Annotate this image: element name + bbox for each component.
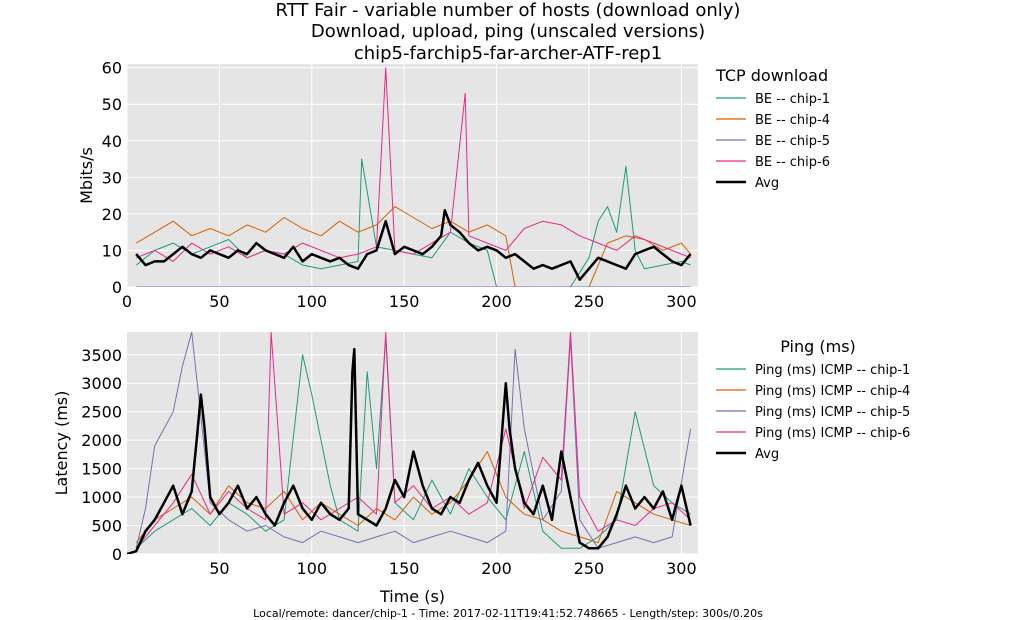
series-group xyxy=(135,67,692,287)
x-tick-label: 200 xyxy=(481,292,512,311)
legend-label: Ping (ms) ICMP -- chip-4 xyxy=(755,384,910,399)
ping-panel: 50 100 150 200 250 30005001000150020002500300… xyxy=(52,332,910,606)
x-tick-label: 150 xyxy=(389,559,420,578)
x-tick-label: 250 xyxy=(574,292,605,311)
y-tick-label: 0 xyxy=(112,278,122,297)
x-tick-label: 50 xyxy=(209,559,229,578)
x-tick-label: 100 xyxy=(297,559,328,578)
y-tick-label: 50 xyxy=(102,95,122,114)
x-tick-label: 300 xyxy=(666,559,697,578)
legend: Ping (ms) Ping (ms) ICMP -- chip-1 Ping (m… xyxy=(716,337,910,462)
series-line-1 xyxy=(135,451,691,544)
x-tick-label: 200 xyxy=(481,559,512,578)
legend-title: TCP download xyxy=(715,66,828,85)
legend-label: Ping (ms) ICMP -- chip-1 xyxy=(755,363,910,378)
y-tick-label: 1500 xyxy=(81,460,122,479)
y-tick-label: 500 xyxy=(91,517,122,536)
legend-label: BE -- chip-6 xyxy=(755,155,830,170)
y-axis-label: Latency (ms) xyxy=(52,391,71,496)
y-tick-label: 1000 xyxy=(81,488,122,507)
y-tick-label: 0 xyxy=(112,545,122,564)
legend-label: BE -- chip-1 xyxy=(755,92,830,107)
download-panel: 0 50 100 150 200 250 300 0 10 20 30 40 50 60 Mbits/s TC… xyxy=(77,59,830,311)
plot-area xyxy=(127,332,698,554)
x-tick-label: 50 xyxy=(209,292,229,311)
legend-label: Ping (ms) ICMP -- chip-6 xyxy=(755,426,910,441)
y-tick-label: 60 xyxy=(102,59,122,78)
y-tick-label: 20 xyxy=(102,205,122,224)
legend-label: Avg xyxy=(755,176,779,191)
y-tick-label: 3500 xyxy=(81,346,122,365)
chart-footer: Local/remote: dancer/chip-1 - Time: 2017… xyxy=(253,607,763,620)
x-tick-label: 300 xyxy=(666,292,697,311)
x-tick-label: 100 xyxy=(297,292,328,311)
x-axis-label: Time (s) xyxy=(379,587,445,606)
y-tick-label: 2000 xyxy=(81,431,122,450)
legend-title: Ping (ms) xyxy=(780,337,856,356)
legend-label: Ping (ms) ICMP -- chip-5 xyxy=(755,405,910,420)
y-tick-label: 40 xyxy=(102,132,122,151)
legend-label: BE -- chip-4 xyxy=(755,113,830,128)
legend-label: BE -- chip-5 xyxy=(755,134,830,149)
y-tick-label: 3000 xyxy=(81,374,122,393)
chart-title-line-1: RTT Fair - variable number of hosts (dow… xyxy=(276,0,741,21)
series-line-0 xyxy=(135,158,691,287)
legend: TCP download BE -- chip-1 BE -- chip-4 BE -… xyxy=(715,66,830,191)
x-tick-label: 250 xyxy=(574,559,605,578)
chart-title-line-3: chip5-farchip5-far-archer-ATF-rep1 xyxy=(354,43,662,64)
x-tick-label: 0 xyxy=(122,292,132,311)
series-group xyxy=(127,332,692,554)
series-line-4 xyxy=(127,347,692,554)
y-tick-label: 30 xyxy=(102,168,122,187)
x-tick-label: 150 xyxy=(389,292,420,311)
y-axis-label: Mbits/s xyxy=(77,147,96,204)
y-tick-label: 2500 xyxy=(81,403,122,422)
legend-label: Avg xyxy=(755,447,779,462)
series-line-1 xyxy=(135,206,691,287)
y-tick-label: 10 xyxy=(102,241,122,260)
chart-title-line-2: Download, upload, ping (unscaled version… xyxy=(311,21,705,42)
series-line-3 xyxy=(136,67,691,262)
series-line-4 xyxy=(135,208,692,281)
series-line-2 xyxy=(135,332,692,549)
